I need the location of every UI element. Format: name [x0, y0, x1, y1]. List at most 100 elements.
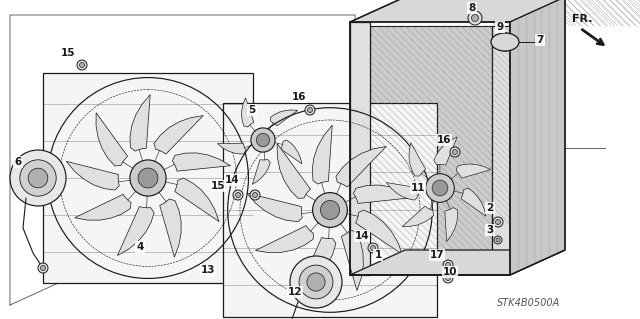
Text: 15: 15 [211, 181, 225, 191]
Circle shape [443, 260, 453, 270]
Bar [492, 26, 510, 271]
Circle shape [38, 263, 48, 273]
Polygon shape [353, 185, 414, 204]
Text: 8: 8 [468, 3, 476, 13]
Polygon shape [67, 161, 119, 190]
Polygon shape [350, 0, 565, 22]
Polygon shape [281, 140, 302, 164]
Circle shape [257, 133, 269, 147]
Circle shape [493, 217, 503, 227]
Polygon shape [160, 199, 181, 257]
Circle shape [472, 14, 479, 21]
Circle shape [130, 160, 166, 196]
Polygon shape [510, 0, 565, 275]
Text: 14: 14 [225, 175, 239, 185]
Polygon shape [277, 144, 310, 198]
Circle shape [468, 11, 482, 25]
Polygon shape [356, 210, 403, 254]
Circle shape [20, 160, 56, 196]
Polygon shape [154, 115, 204, 154]
Circle shape [450, 147, 460, 157]
Text: 9: 9 [497, 22, 504, 32]
Polygon shape [252, 160, 270, 184]
Circle shape [500, 38, 509, 47]
Circle shape [138, 168, 158, 188]
Polygon shape [299, 237, 336, 289]
Ellipse shape [491, 33, 519, 51]
Circle shape [494, 236, 502, 244]
Circle shape [253, 192, 257, 197]
Bar [350, 22, 370, 275]
Circle shape [495, 219, 500, 225]
Circle shape [10, 150, 66, 206]
Circle shape [321, 200, 340, 219]
Polygon shape [456, 164, 491, 178]
Polygon shape [255, 226, 314, 253]
Circle shape [40, 265, 45, 271]
Polygon shape [445, 208, 458, 241]
Text: STK4B0500A: STK4B0500A [497, 298, 560, 308]
Text: 16: 16 [292, 92, 307, 102]
Circle shape [307, 108, 312, 113]
Circle shape [77, 60, 87, 70]
Polygon shape [175, 178, 219, 222]
Text: 2: 2 [486, 203, 493, 213]
Polygon shape [270, 110, 298, 126]
Circle shape [307, 273, 325, 291]
Circle shape [368, 243, 378, 253]
Polygon shape [336, 146, 387, 187]
Polygon shape [96, 113, 127, 166]
Text: 4: 4 [136, 242, 144, 252]
Circle shape [443, 273, 453, 283]
Polygon shape [117, 207, 154, 256]
Polygon shape [218, 143, 246, 154]
Circle shape [432, 180, 448, 196]
Circle shape [305, 105, 315, 115]
Text: 17: 17 [429, 250, 444, 260]
Text: 14: 14 [355, 231, 369, 241]
Circle shape [445, 263, 451, 268]
Circle shape [452, 150, 458, 154]
Polygon shape [172, 153, 230, 171]
FancyBboxPatch shape [43, 73, 253, 283]
Circle shape [496, 33, 514, 51]
Polygon shape [409, 143, 426, 176]
Polygon shape [461, 188, 486, 216]
Polygon shape [350, 250, 565, 275]
Circle shape [233, 190, 243, 200]
Text: FR.: FR. [572, 14, 593, 24]
Polygon shape [312, 125, 332, 184]
Polygon shape [434, 137, 457, 165]
Polygon shape [247, 193, 302, 222]
Circle shape [371, 246, 376, 250]
Circle shape [79, 63, 84, 68]
Text: 15: 15 [61, 48, 76, 58]
FancyBboxPatch shape [223, 103, 437, 317]
Polygon shape [403, 206, 434, 226]
Text: 13: 13 [201, 265, 215, 275]
Circle shape [251, 128, 275, 152]
Circle shape [496, 238, 500, 242]
Text: 16: 16 [436, 135, 451, 145]
Polygon shape [387, 182, 418, 200]
Text: 1: 1 [374, 250, 381, 260]
Text: 11: 11 [411, 183, 425, 193]
Text: 3: 3 [486, 225, 493, 235]
Text: 7: 7 [536, 35, 544, 45]
Polygon shape [341, 230, 364, 291]
Circle shape [426, 174, 454, 202]
Text: 5: 5 [248, 105, 255, 115]
Circle shape [312, 193, 348, 227]
Polygon shape [130, 95, 150, 151]
Circle shape [250, 190, 260, 200]
Circle shape [28, 168, 48, 188]
Circle shape [299, 265, 333, 299]
Polygon shape [75, 194, 131, 220]
Text: 6: 6 [14, 157, 22, 167]
Text: 12: 12 [288, 287, 302, 297]
Bar [370, 26, 492, 271]
Polygon shape [241, 98, 254, 127]
Text: 10: 10 [443, 267, 457, 277]
Circle shape [445, 276, 451, 280]
Circle shape [290, 256, 342, 308]
